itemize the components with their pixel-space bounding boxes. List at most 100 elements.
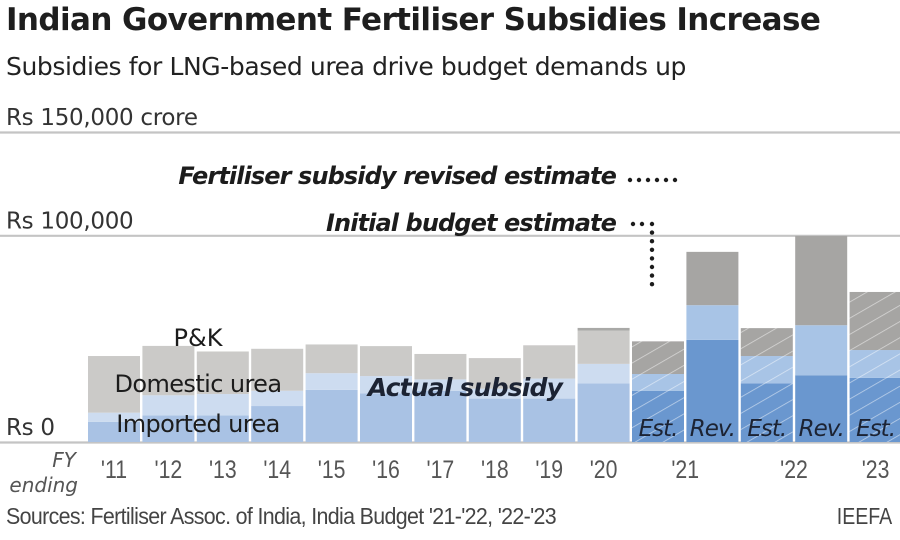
bar-segment-domestic-urea — [468, 388, 521, 399]
x-tick-label: '11 — [101, 455, 127, 483]
bar-segment-p-k — [468, 358, 521, 389]
bar-segment-domestic-urea — [795, 325, 848, 376]
bar-segment-p-k — [414, 353, 467, 380]
x-tick-label: '19 — [535, 455, 563, 483]
annotation-actual-subsidy: Actual subsidy — [366, 373, 565, 402]
bar-segment-imported-urea — [686, 339, 739, 442]
bar-segment-p-k — [523, 345, 576, 379]
y-tick-label: Rs 100,000 — [6, 208, 133, 234]
bar-segment-imported-urea — [795, 375, 848, 442]
bars — [88, 235, 900, 442]
x-axis-title-ending: ending — [9, 473, 78, 497]
leader-dot-revised — [645, 177, 651, 183]
bar-group — [88, 356, 140, 442]
bar-group — [577, 327, 630, 442]
x-tick-label: '23 — [862, 455, 890, 483]
bar-segment-domestic-urea — [414, 379, 467, 391]
bar-group — [849, 291, 900, 442]
gridlines — [0, 131, 900, 444]
bar-kind-label: Est. — [747, 416, 786, 442]
x-tick-label: '13 — [209, 455, 237, 483]
bar-kind-label: Est. — [639, 416, 678, 442]
bar-group — [523, 345, 576, 442]
bar-group — [795, 235, 848, 442]
bar-group — [686, 251, 739, 442]
brand-label: IEEFA — [836, 503, 892, 529]
chart-subtitle: Subsidies for LNG-based urea drive budge… — [6, 52, 687, 81]
bar-kind-label: Rev. — [799, 416, 844, 442]
bar-group — [468, 358, 521, 442]
bar-segment-p-k — [795, 235, 848, 326]
bar-group — [305, 344, 358, 442]
series-label-imported-urea: Imported urea — [116, 410, 280, 438]
bar-segment-domestic-urea — [305, 373, 358, 390]
bar-segment-imported-urea — [577, 383, 630, 442]
hatch-overlay — [740, 356, 793, 384]
bar-segment-imported-urea — [468, 398, 521, 442]
leader-dot-initial — [649, 256, 655, 261]
bar-segment-domestic-urea — [523, 378, 576, 399]
leader-dot-initial — [649, 221, 655, 227]
bar-segment-domestic-urea — [251, 390, 304, 407]
leader-dot-initial — [649, 247, 655, 252]
bar-segment-p-k — [305, 344, 358, 374]
leader-dot-initial — [630, 221, 636, 227]
bar-group — [414, 353, 467, 442]
bar-segment-domestic-urea — [88, 412, 140, 422]
hatch-overlay — [740, 383, 793, 442]
bar-group — [142, 345, 195, 442]
series-label-domestic-urea: Domestic urea — [115, 370, 282, 398]
bar-segment-domestic-urea — [577, 363, 630, 384]
bar-segment-imported-urea — [414, 390, 467, 442]
hatch-overlay — [740, 328, 793, 357]
y-tick-label: Rs 150,000 crore — [6, 105, 198, 131]
leader-dot-revised — [627, 177, 633, 183]
hatch-overlay — [632, 341, 684, 375]
x-tick-label: '17 — [427, 455, 455, 483]
bar-segment-imported-urea — [523, 398, 576, 442]
x-tick-label: '16 — [372, 455, 400, 483]
bar-segment-p-k — [686, 251, 739, 306]
bar-segment-imported-urea — [88, 421, 140, 442]
hatch-overlay — [849, 377, 900, 442]
leader-dot-initial — [639, 221, 645, 227]
bar-segment-imported-urea — [360, 393, 412, 442]
bar-segment-domestic-urea — [196, 394, 249, 416]
bar-group — [360, 346, 412, 442]
leader-dot-initial — [649, 230, 655, 235]
hatch-overlay — [632, 374, 684, 391]
bar-segment-p-k — [142, 345, 195, 396]
series-label-pk: P&K — [174, 324, 224, 352]
hatch-overlay — [849, 350, 900, 378]
bar-kind-label: Rev. — [690, 416, 735, 442]
x-tick-label: '15 — [318, 455, 346, 483]
x-tick-label: '14 — [263, 455, 291, 483]
bar-segment-p-k — [577, 330, 630, 364]
leader-dot-initial — [649, 239, 655, 244]
bar-kind-label: Est. — [856, 416, 895, 442]
bar-segment-p-k — [196, 351, 249, 395]
bar-group — [632, 341, 684, 442]
labels: Rs 0 Rs 100,000 Rs 150,000 crore Est. Rev. Es… — [6, 105, 896, 497]
bar-segment-domestic-urea — [142, 395, 195, 416]
bar-segment-domestic-urea — [360, 376, 412, 394]
bar-segment-imported-urea — [142, 415, 195, 442]
bar-segment-imported-urea — [251, 406, 304, 442]
bar-segment-imported-urea — [196, 415, 249, 442]
x-axis-title-fy: FY — [52, 448, 78, 472]
bar-group — [251, 348, 304, 442]
x-tick-label: '22 — [780, 455, 808, 483]
bar-group — [740, 328, 793, 442]
annotation-initial-estimate: Initial budget estimate — [326, 209, 617, 237]
chart-title: Indian Government Fertiliser Subsidies I… — [6, 2, 821, 38]
bar-segment-p-k — [360, 346, 412, 377]
x-tick-label: '12 — [155, 455, 183, 483]
bar-segment-imported-urea — [305, 389, 358, 442]
bar-group — [196, 351, 249, 442]
leader-dot-initial — [649, 273, 655, 278]
annotation-revised-estimate: Fertiliser subsidy revised estimate — [178, 162, 616, 190]
x-tick-label: '18 — [481, 455, 509, 483]
bar-segment-other — [577, 327, 630, 331]
leader-dot-initial — [649, 282, 655, 287]
x-tick-label: '21 — [671, 455, 699, 483]
